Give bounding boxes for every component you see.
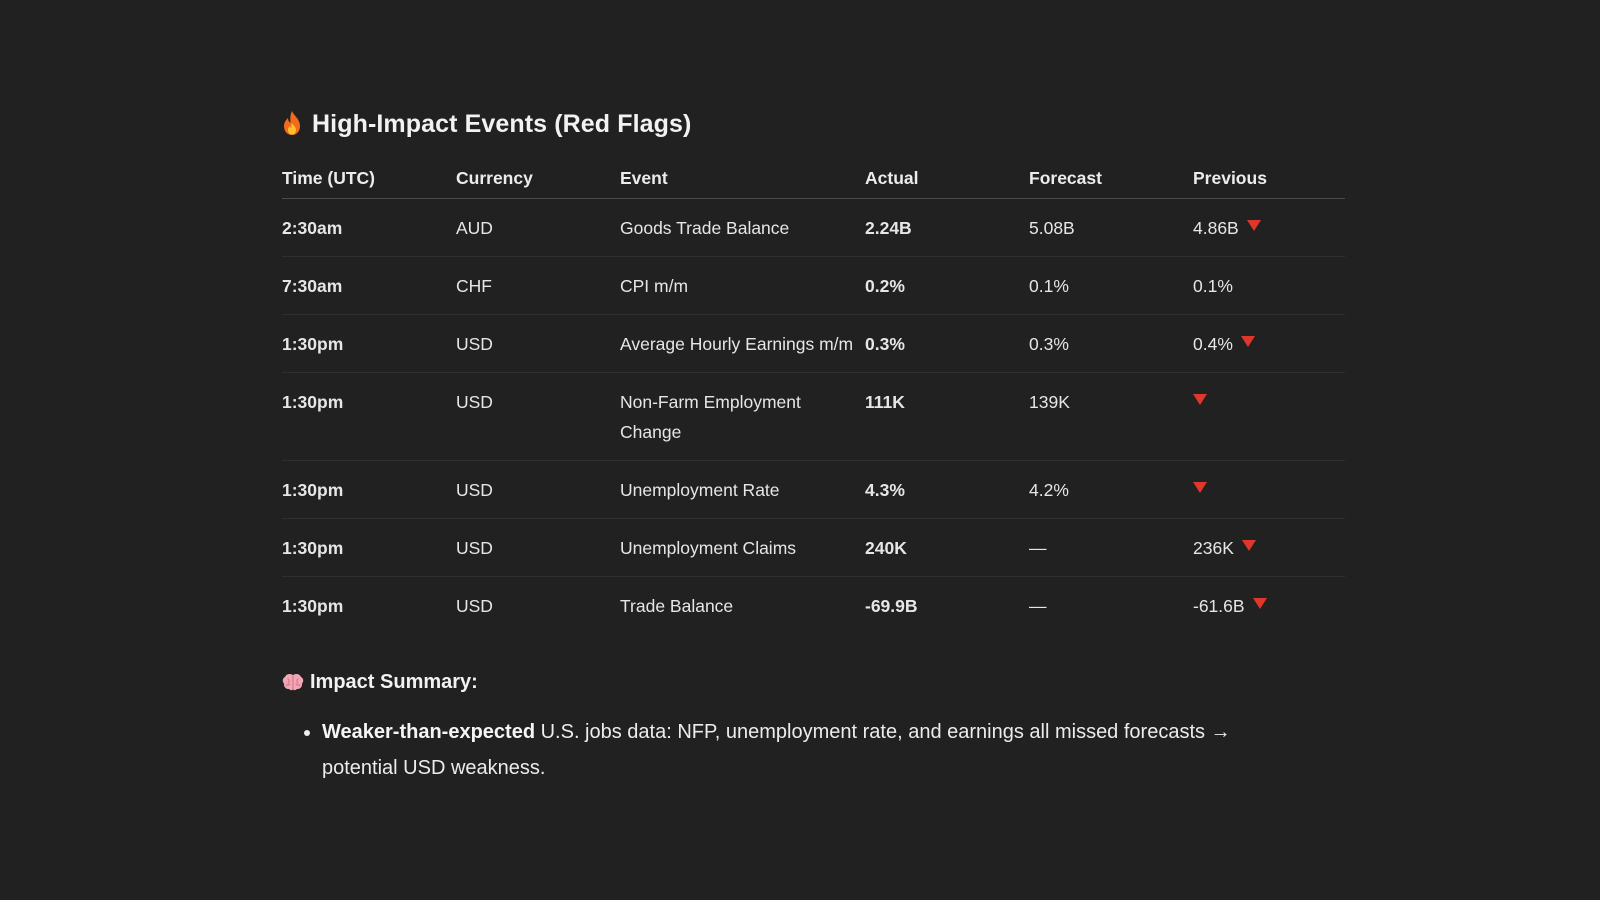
time-cell: 1:30pm — [282, 314, 456, 373]
column-header-actual: Actual — [865, 158, 1029, 199]
red-triangle-down-icon — [1240, 336, 1255, 347]
actual-cell: 240K — [865, 518, 1029, 577]
currency-cell: AUD — [456, 198, 620, 257]
time-cell: 1:30pm — [282, 596, 344, 616]
previous-cell: 0.4% — [1193, 314, 1345, 373]
actual-cell: 0.2% — [865, 256, 1029, 315]
forecast-cell: — — [1029, 518, 1193, 577]
summary-title: Impact Summary: — [310, 670, 478, 693]
forecast-cell: 0.3% — [1029, 314, 1193, 373]
event-cell: Non-Farm Employment Change — [620, 372, 865, 461]
events-table: Time (UTC) Currency Event Actual Forecas… — [282, 158, 1345, 634]
column-header-currency: Currency — [456, 158, 620, 199]
actual-cell: -69.9B — [865, 596, 918, 616]
table-row: 1:30pm USD Unemployment Rate 4.3% 4.2% — [282, 460, 1345, 519]
column-header-forecast: Forecast — [1029, 158, 1193, 199]
section-heading: High-Impact Events (Red Flags) — [282, 100, 1345, 148]
currency-cell: USD — [456, 460, 620, 519]
currency-cell: CHF — [456, 256, 620, 315]
currency-cell: USD — [456, 372, 620, 461]
previous-cell — [1193, 460, 1345, 519]
actual-cell: 4.3% — [865, 460, 1029, 519]
currency-cell: USD — [456, 596, 493, 616]
time-cell: 1:30pm — [282, 518, 456, 577]
forecast-cell: 139K — [1029, 372, 1193, 461]
forecast-cell: 4.2% — [1029, 460, 1193, 519]
event-cell: Trade Balance — [620, 596, 734, 616]
summary-bullet-list: Weaker-than-expected U.S. jobs data: NFP… — [282, 714, 1302, 786]
table-row: 7:30am CHF CPI m/m 0.2% 0.1% 0.1% — [282, 256, 1345, 315]
table-row: 2:30am AUD Goods Trade Balance 2.24B 5.0… — [282, 198, 1345, 257]
heading-title: High-Impact Events (Red Flags) — [312, 109, 692, 138]
table-row: 1:30pm USD Unemployment Claims 240K — 23… — [282, 518, 1345, 577]
red-triangle-down-icon — [1193, 394, 1207, 405]
previous-cell: 4.86B — [1193, 198, 1345, 257]
list-item: Weaker-than-expected U.S. jobs data: NFP… — [322, 714, 1302, 786]
event-cell: Unemployment Rate — [620, 460, 865, 519]
brain-icon — [282, 673, 304, 691]
column-header-event: Event — [620, 158, 865, 199]
column-header-time: Time (UTC) — [282, 158, 456, 199]
summary-heading: Impact Summary: — [282, 668, 1345, 696]
bullet-text: U.S. jobs data: NFP, unemployment rate, … — [322, 721, 1231, 779]
previous-value: -61.6B — [1193, 596, 1245, 616]
event-cell: Goods Trade Balance — [620, 198, 865, 257]
previous-value: 0.4% — [1193, 334, 1233, 354]
previous-value: 0.1% — [1193, 276, 1233, 296]
table-row: 1:30pm USD Non-Farm Employment Change 11… — [282, 372, 1345, 461]
previous-cell: 0.1% — [1193, 256, 1345, 315]
red-triangle-down-icon — [1241, 540, 1256, 551]
actual-cell: 0.3% — [865, 314, 1029, 373]
previous-cell — [1193, 372, 1345, 461]
time-cell: 1:30pm — [282, 460, 456, 519]
bullet-bold-text: Weaker-than-expected — [322, 721, 536, 743]
table-row: 1:30pm USD Average Hourly Earnings m/m 0… — [282, 314, 1345, 373]
previous-value: 4.86B — [1193, 218, 1239, 238]
red-triangle-down-icon — [1246, 220, 1261, 231]
fire-icon — [282, 110, 302, 136]
actual-cell: 111K — [865, 372, 1029, 461]
table-row: 1:30pm USD Trade Balance -69.9B — -61.6B — [282, 577, 1345, 635]
column-header-previous: Previous — [1193, 158, 1345, 199]
event-cell: CPI m/m — [620, 256, 865, 315]
time-cell: 2:30am — [282, 198, 456, 257]
previous-cell: 236K — [1193, 518, 1345, 577]
forecast-cell: — — [1029, 596, 1047, 616]
time-cell: 1:30pm — [282, 372, 456, 461]
impact-summary: Impact Summary: Weaker-than-expected U.S… — [282, 668, 1345, 786]
response-content: High-Impact Events (Red Flags) Time (UTC… — [282, 100, 1345, 786]
forecast-cell: 0.1% — [1029, 256, 1193, 315]
red-triangle-down-icon — [1193, 482, 1207, 493]
previous-cell: -61.6B — [1193, 577, 1345, 635]
forecast-cell: 5.08B — [1029, 198, 1193, 257]
table-header-row: Time (UTC) Currency Event Actual Forecas… — [282, 158, 1345, 199]
actual-cell: 2.24B — [865, 198, 1029, 257]
event-cell: Average Hourly Earnings m/m — [620, 314, 865, 373]
time-cell: 7:30am — [282, 256, 456, 315]
event-cell: Unemployment Claims — [620, 518, 865, 577]
currency-cell: USD — [456, 314, 620, 373]
currency-cell: USD — [456, 518, 620, 577]
previous-value: 236K — [1193, 538, 1234, 558]
red-triangle-down-icon — [1252, 598, 1267, 609]
